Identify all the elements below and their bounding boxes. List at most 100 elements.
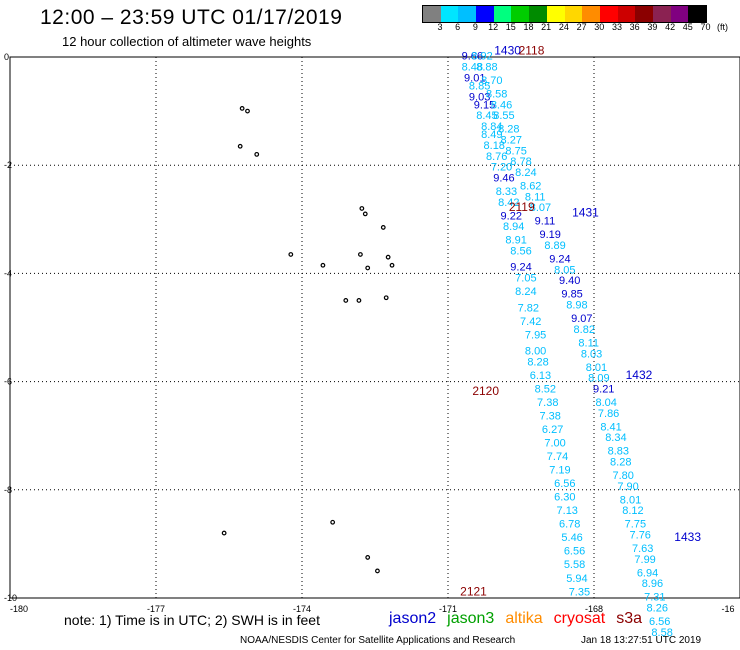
island-outline [221, 530, 227, 536]
wave-height-reading: 7.63 [632, 543, 653, 555]
wave-height-reading: 5.94 [566, 573, 587, 585]
color-swatch [670, 6, 689, 22]
wave-height-reading: 7.05 [515, 273, 536, 285]
pass-time-label: 2121 [460, 584, 487, 598]
wave-height-reading: 8.70 [481, 75, 502, 87]
wave-height-reading: 9.01 [464, 72, 485, 84]
legend-item-s3a: s3a [616, 610, 643, 627]
lon-tick-label: -177 [147, 604, 165, 614]
wave-height-reading: 7.42 [520, 316, 541, 328]
legend-item-cryosat: cryosat [553, 610, 606, 627]
wave-height-reading: 5.58 [564, 559, 585, 571]
wave-height-reading: 8.89 [544, 240, 565, 252]
pass-time-label: 1432 [626, 368, 653, 382]
wave-height-reading: 7.00 [544, 438, 565, 450]
wave-height-reading: 9.07 [571, 313, 592, 325]
island-outline [254, 151, 260, 157]
color-scale-label: 30 [594, 22, 605, 32]
color-swatch [458, 6, 477, 22]
wave-height-reading: 8.09 [588, 373, 609, 385]
lon-tick-label: -16 [721, 604, 734, 614]
legend-item-jason2: jason2 [389, 610, 437, 627]
color-scale-unit: (ft) [717, 22, 728, 32]
wave-height-reading: 8.24 [515, 286, 536, 298]
wave-height-reading: 8.75 [505, 145, 526, 157]
color-scale-label: 15 [505, 22, 516, 32]
island-outline [239, 105, 245, 111]
lon-tick-label: -180 [10, 604, 28, 614]
lat-tick-label: -8 [4, 485, 12, 495]
lat-tick-label: -4 [4, 268, 12, 278]
island-outline [365, 555, 371, 560]
color-scale-label: 42 [665, 22, 676, 32]
island-outline [380, 225, 386, 230]
color-swatch [423, 6, 441, 22]
wave-height-reading: 8.28 [527, 356, 548, 368]
wave-height-reading: 6.30 [554, 492, 575, 504]
wave-height-reading: 7.99 [634, 554, 655, 566]
wave-height-reading: 7.80 [612, 470, 633, 482]
wave-height-reading: 7.74 [547, 451, 568, 463]
wave-height-reading: 6.78 [559, 519, 580, 531]
color-scale-label: 6 [455, 22, 461, 32]
color-swatch [688, 6, 706, 22]
wave-height-reading: 9.11 [535, 216, 556, 228]
wave-height-reading: 7.76 [630, 529, 651, 541]
pass-time-label: 2119 [509, 200, 535, 214]
wave-height-reading: 9.03 [469, 91, 490, 103]
wave-height-reading: 8.56 [510, 245, 531, 257]
pass-time-label: 2118 [519, 43, 545, 57]
color-swatch [529, 6, 547, 22]
wave-height-reading: 5.46 [561, 532, 582, 544]
color-swatch [599, 6, 618, 22]
island-outline [245, 108, 250, 114]
wave-height-reading: 8.05 [554, 264, 575, 276]
wave-height-reading: 8.41 [600, 421, 621, 433]
island-outline [385, 254, 391, 260]
lat-tick-label: -2 [4, 160, 12, 170]
color-swatch [546, 6, 565, 22]
wave-height-color-scale [422, 5, 707, 23]
wave-height-reading: 7.90 [617, 481, 638, 493]
wave-height-reading: 6.56 [649, 616, 670, 628]
island-outline [237, 143, 243, 149]
wave-height-reading: 8.04 [595, 397, 616, 409]
wave-height-reading: 7.38 [537, 397, 558, 409]
wave-height-reading: 8.11 [578, 337, 599, 349]
wave-height-reading: 8.91 [505, 235, 526, 247]
wave-height-reading: 8.94 [503, 221, 524, 233]
wave-height-reading: 9.24 [510, 262, 531, 274]
color-swatch [582, 6, 600, 22]
lat-tick-label: 0 [4, 52, 9, 62]
wave-height-reading: 8.92 [471, 51, 492, 63]
lat-tick-label: -6 [4, 377, 12, 387]
wave-height-reading: 6.56 [564, 546, 585, 558]
map-frame [9, 56, 740, 599]
island-outline [330, 519, 336, 525]
wave-height-reading: 8.55 [493, 110, 514, 122]
wave-height-reading: 8.00 [525, 346, 546, 358]
color-scale-label: 36 [629, 22, 640, 32]
wave-height-reading: 6.27 [542, 424, 563, 436]
pass-time-label: 2120 [472, 384, 499, 398]
wave-height-reading: 9.46 [493, 172, 514, 184]
wave-height-reading: 8.78 [510, 156, 531, 168]
wave-height-reading: 6.94 [637, 567, 658, 579]
pass-time-label: 1433 [674, 530, 701, 544]
color-scale-label: 12 [488, 22, 499, 32]
wave-height-reading: 6.13 [530, 370, 551, 382]
wave-height-reading: 7.31 [644, 592, 665, 604]
pass-time-label: 1430 [494, 43, 521, 57]
wave-height-reading: 8.24 [515, 167, 536, 179]
wave-height-reading: 8.18 [484, 140, 505, 152]
color-scale-label: 3 [437, 22, 443, 32]
map-subtitle: 12 hour collection of altimeter wave hei… [62, 34, 312, 49]
wave-height-reading: 8.11 [525, 191, 546, 203]
island-outline [362, 211, 368, 217]
footnote: note: 1) Time is in UTC; 2) SWH is in fe… [64, 612, 320, 628]
wave-height-reading: 8.58 [651, 627, 672, 639]
color-swatch [617, 6, 636, 22]
wave-height-reading: 8.62 [520, 181, 541, 193]
color-swatch [511, 6, 530, 22]
